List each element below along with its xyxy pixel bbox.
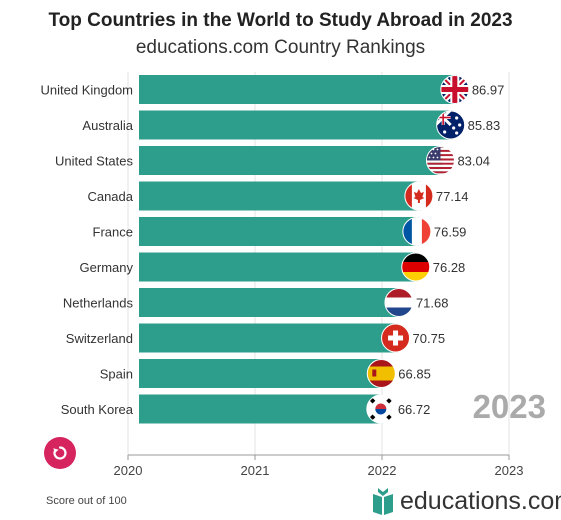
- book-logo-icon: [373, 488, 393, 515]
- france-flag-icon: [402, 217, 432, 246]
- category-label: South Korea: [61, 402, 134, 417]
- spain-flag-icon: [366, 359, 396, 388]
- value-label: 76.28: [433, 260, 466, 275]
- netherlands-flag-icon: [384, 288, 414, 317]
- bar[interactable]: [139, 288, 401, 317]
- x-tick-label: 2020: [114, 463, 143, 478]
- bar[interactable]: [139, 323, 398, 353]
- replay-button[interactable]: [44, 437, 76, 469]
- value-label: 85.83: [468, 118, 501, 133]
- x-tick-label: 2023: [495, 463, 524, 478]
- chart-title: Top Countries in the World to Study Abro…: [48, 10, 513, 31]
- bar[interactable]: [139, 359, 384, 388]
- germany-flag-icon: [401, 252, 431, 282]
- bar[interactable]: [139, 75, 457, 104]
- current-year-label: 2023: [473, 388, 546, 425]
- category-label: Germany: [80, 260, 134, 275]
- category-label: France: [93, 225, 133, 240]
- value-label: 76.59: [434, 225, 467, 240]
- uk-flag-icon: [440, 75, 470, 104]
- bar[interactable]: [139, 394, 383, 424]
- switzerland-flag-icon: [381, 323, 411, 353]
- south-korea-flag-icon: [366, 394, 396, 424]
- bar[interactable]: [139, 217, 419, 246]
- score-footnote: Score out of 100: [46, 495, 127, 507]
- category-label: Spain: [100, 367, 133, 382]
- value-label: 66.85: [398, 367, 431, 382]
- canada-flag-icon: [404, 181, 434, 211]
- value-label: 77.14: [436, 189, 469, 204]
- category-label: Australia: [82, 118, 133, 133]
- bar[interactable]: [139, 146, 443, 175]
- value-label: 66.72: [398, 402, 431, 417]
- value-label: 70.75: [413, 331, 446, 346]
- category-label: United Kingdom: [41, 83, 134, 98]
- category-label: United States: [55, 154, 134, 169]
- usa-flag-icon: [425, 146, 455, 175]
- replay-icon: [53, 446, 67, 460]
- x-tick-label: 2021: [241, 463, 270, 478]
- bar[interactable]: [139, 252, 418, 282]
- bar-chart: United Kingdom 86.97 Australia 85.83 United …: [41, 72, 546, 478]
- bar[interactable]: [139, 181, 421, 211]
- value-label: 71.68: [416, 296, 449, 311]
- chart-subtitle: educations.com Country Rankings: [135, 37, 426, 58]
- category-label: Canada: [87, 189, 133, 204]
- value-label: 83.04: [457, 154, 490, 169]
- bar[interactable]: [139, 110, 453, 140]
- brand-name: educations.com: [400, 486, 561, 515]
- category-label: Switzerland: [66, 331, 133, 346]
- educations-logo: educations.com: [372, 483, 561, 519]
- category-label: Netherlands: [63, 296, 134, 311]
- x-tick-label: 2022: [368, 463, 397, 478]
- value-label: 86.97: [472, 83, 505, 98]
